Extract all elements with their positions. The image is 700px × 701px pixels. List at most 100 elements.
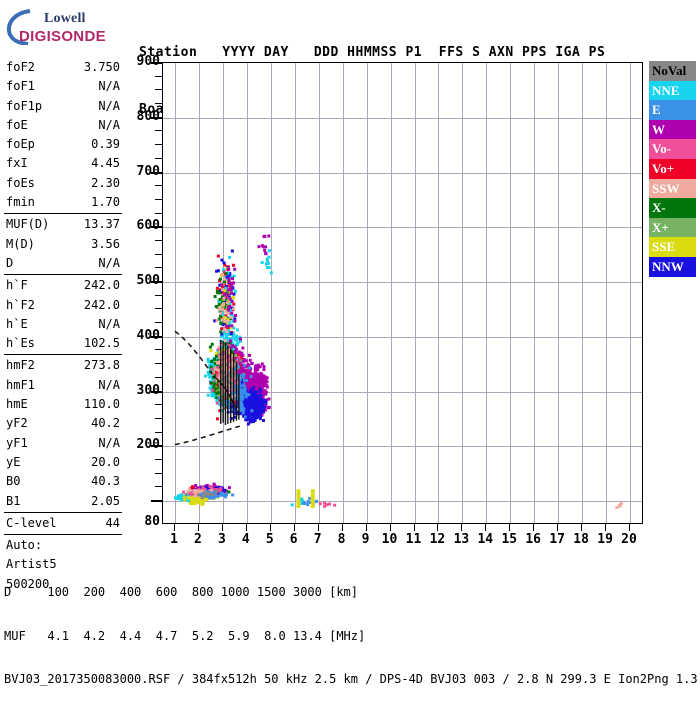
legend-item-vo-[interactable]: Vo+: [649, 158, 696, 179]
param-key: MUF(D): [6, 217, 50, 232]
gridline-vertical: [342, 63, 344, 523]
y-tick: [151, 335, 162, 338]
legend-item-x-[interactable]: X-: [649, 198, 696, 218]
param-value: 3.750: [83, 60, 120, 74]
y-tick: [155, 130, 162, 132]
y-tick-label: 900: [136, 54, 160, 69]
x-tick-label: 18: [573, 532, 589, 547]
legend-item-nnw[interactable]: NNW: [649, 256, 696, 277]
param-key: yF1: [6, 435, 28, 450]
param-key: foF1p: [6, 98, 43, 113]
y-tick-label: 600: [136, 218, 160, 234]
gridline-horizontal: [163, 336, 642, 338]
x-tick-label: 11: [405, 532, 422, 547]
param-value: 110.0: [83, 397, 120, 412]
ionogram-plot-area[interactable]: [162, 62, 643, 524]
gridline-vertical: [534, 63, 536, 523]
y-tick: [151, 226, 162, 229]
y-axis-labels: 900 800 700 600 500 400 300 200 80: [128, 55, 160, 535]
x-tick-label: 16: [525, 532, 542, 547]
param-key: fxI: [6, 156, 28, 171]
y-tick: [155, 212, 162, 214]
x-tick-label: 19: [597, 532, 613, 547]
legend-item-ssw[interactable]: SSW: [649, 178, 696, 199]
gridline-horizontal: [163, 501, 642, 502]
param-row: fxI 4.45: [4, 154, 122, 173]
legend-item-sse[interactable]: SSE: [649, 237, 696, 257]
param-key: foEp: [6, 137, 35, 152]
param-value: N/A: [98, 98, 120, 113]
param-value: N/A: [98, 435, 120, 450]
param-row: yF2 40.2: [4, 414, 122, 433]
legend-item-e[interactable]: E: [649, 100, 696, 120]
footer-muf-row: MUF 4.1 4.2 4.4 4.7 5.2 5.9 8.0 13.4 [MH…: [4, 628, 366, 643]
polarization-direction-legend[interactable]: NoVal NNE E W Vo- Vo+ SSW X- X+ SSE NNW: [649, 61, 696, 277]
plot-gridlines: [163, 63, 642, 523]
param-key: hmE: [6, 397, 28, 412]
param-key: hmF1: [6, 377, 35, 392]
param-row: yF1 N/A: [4, 434, 122, 453]
x-tick: [245, 524, 247, 531]
legend-item-noval[interactable]: NoVal: [649, 61, 696, 81]
x-tick: [581, 524, 583, 531]
param-row: foEs 2.30: [4, 174, 122, 193]
gridline-horizontal: [163, 282, 642, 283]
x-tick-label: 6: [289, 532, 298, 547]
footer-file-row: BVJ03_2017350083000.RSF / 384fx512h 50 k…: [4, 672, 700, 686]
y-tick: [151, 281, 162, 283]
param-key: D: [6, 255, 14, 270]
param-value: 2.05: [91, 493, 120, 508]
param-value: N/A: [98, 255, 120, 270]
logo-word-lowell: Lowell: [44, 11, 86, 26]
param-row: C-level 44: [4, 514, 122, 533]
legend-item-x-[interactable]: X+: [649, 217, 696, 238]
x-tick: [605, 524, 607, 531]
gridline-horizontal: [163, 391, 642, 393]
y-tick: [155, 253, 162, 255]
param-value: 242.0: [83, 297, 120, 312]
param-row: h`F2 242.0: [4, 296, 122, 315]
param-divider: [4, 274, 122, 276]
param-key: B0: [6, 474, 21, 489]
gridline-vertical: [510, 63, 512, 523]
y-tick-label: 800: [136, 108, 160, 124]
gridline-vertical: [270, 63, 272, 523]
y-tick: [155, 198, 162, 200]
x-tick-label: 20: [621, 532, 637, 547]
y-axis-ticks: [150, 62, 162, 524]
param-value: N/A: [98, 377, 120, 392]
gridline-vertical: [438, 63, 440, 523]
param-value: N/A: [98, 79, 120, 94]
legend-item-w[interactable]: W: [649, 119, 696, 140]
y-tick: [155, 458, 162, 460]
param-row: foE N/A: [4, 116, 122, 135]
lowell-digisonde-logo: Lowell DIGISONDE: [6, 6, 118, 50]
x-axis-ticks: [162, 524, 643, 534]
gridline-vertical: [582, 63, 584, 523]
param-key: h`Es: [6, 336, 35, 351]
x-tick-label: 15: [501, 532, 518, 547]
param-value: 0.39: [91, 137, 120, 152]
x-tick: [174, 524, 175, 531]
gridline-vertical: [294, 63, 296, 523]
param-value: 1.70: [91, 195, 120, 210]
x-tick-label: 9: [361, 532, 370, 547]
param-key: h`F: [6, 278, 28, 293]
param-value: 44: [105, 515, 120, 530]
param-value: N/A: [98, 316, 120, 331]
param-key: foF2: [6, 60, 35, 74]
param-row: B1 2.05: [4, 492, 122, 511]
x-tick: [557, 524, 559, 531]
x-tick: [509, 524, 511, 531]
legend-item-vo-[interactable]: Vo-: [649, 139, 696, 159]
param-value: 242.0: [83, 278, 120, 293]
y-tick: [155, 486, 162, 488]
gridline-vertical: [630, 63, 631, 523]
gridline-vertical: [558, 63, 560, 523]
legend-item-nne[interactable]: NNE: [649, 80, 696, 101]
y-tick: [155, 472, 162, 474]
x-tick: [365, 524, 367, 531]
param-row: MUF(D) 13.37: [4, 215, 122, 234]
y-tick: [151, 62, 162, 64]
y-tick: [155, 103, 162, 105]
